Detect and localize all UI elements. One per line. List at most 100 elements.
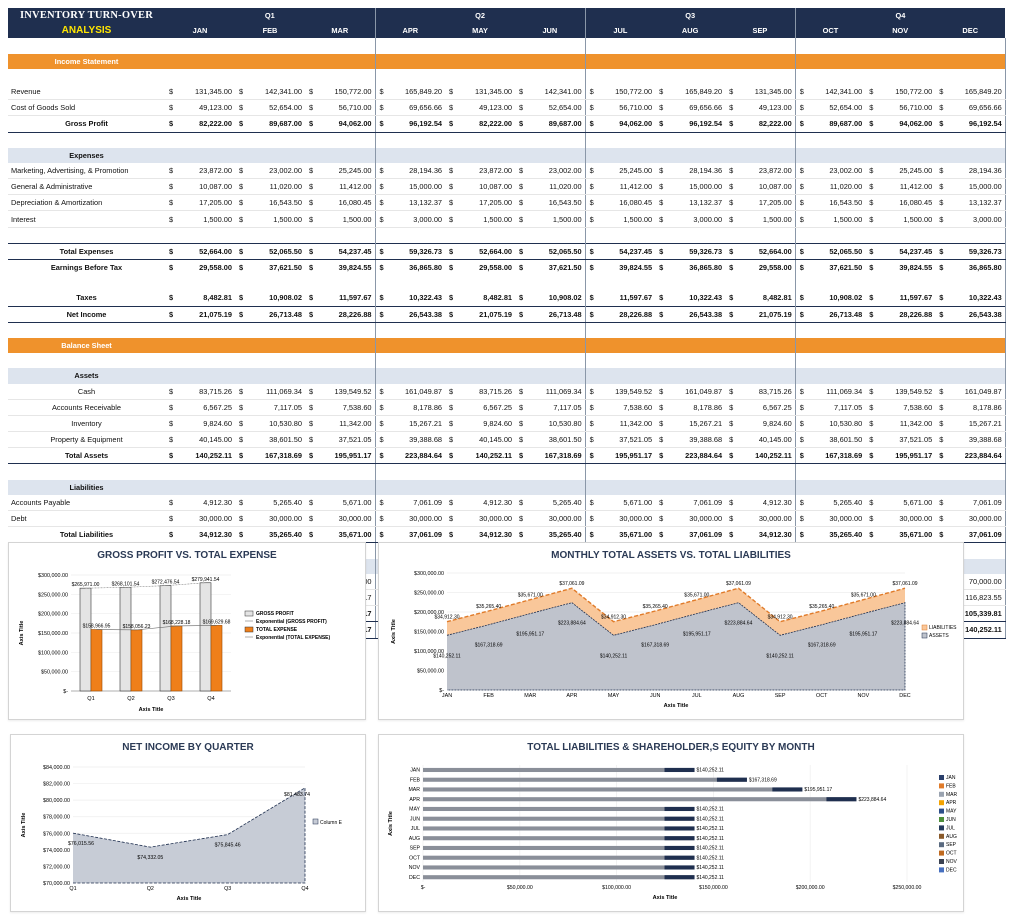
value-cell[interactable]: 83,715.26 <box>737 383 796 400</box>
value-cell[interactable]: 142,341.00 <box>807 83 866 101</box>
value-cell[interactable]: 26,713.48 <box>527 305 586 323</box>
value-cell[interactable]: 89,687.00 <box>807 115 866 133</box>
value-cell[interactable]: 30,000.00 <box>597 510 656 528</box>
value-cell[interactable]: 10,530.80 <box>527 415 586 433</box>
value-cell[interactable]: 26,713.48 <box>247 305 305 323</box>
value-cell[interactable]: 11,342.00 <box>877 415 936 433</box>
value-cell[interactable]: 195,951.17 <box>317 447 376 465</box>
row-label[interactable]: Cost of Goods Sold <box>8 99 165 117</box>
value-cell[interactable]: 52,664.00 <box>457 242 516 261</box>
value-cell[interactable]: 15,000.00 <box>947 178 1006 196</box>
value-cell[interactable]: 94,062.00 <box>877 115 936 133</box>
value-cell[interactable]: 52,065.50 <box>527 242 586 261</box>
value-cell[interactable]: 59,326.73 <box>947 242 1006 261</box>
value-cell[interactable]: 15,267.21 <box>667 415 726 433</box>
value-cell[interactable]: 7,061.09 <box>387 494 446 511</box>
value-cell[interactable]: 10,322.43 <box>689 293 723 303</box>
value-cell[interactable]: 36,865.80 <box>409 263 443 273</box>
value-cell[interactable]: 23,002.00 <box>527 162 586 180</box>
value-cell[interactable]: 35,671.00 <box>317 526 376 544</box>
value-cell[interactable]: 29,558.00 <box>199 263 232 273</box>
value-cell[interactable]: 161,049.87 <box>947 383 1006 400</box>
value-cell[interactable]: 40,145.00 <box>737 431 796 449</box>
value-cell[interactable]: 23,002.00 <box>247 162 305 180</box>
value-cell[interactable]: 38,601.50 <box>527 431 586 449</box>
value-cell[interactable]: 25,245.00 <box>877 162 936 180</box>
value-cell[interactable]: 140,252.11 <box>457 447 516 465</box>
value-cell[interactable]: 15,267.21 <box>947 415 1006 433</box>
value-cell[interactable]: 7,117.05 <box>247 399 305 416</box>
value-cell[interactable]: 83,715.26 <box>457 383 516 400</box>
value-cell[interactable]: 7,117.05 <box>807 399 866 416</box>
value-cell[interactable]: 52,654.00 <box>527 99 586 117</box>
value-cell[interactable]: 28,226.88 <box>317 305 376 323</box>
value-cell[interactable]: 25,245.00 <box>597 162 656 180</box>
value-cell[interactable]: 8,178.86 <box>947 399 1006 416</box>
value-cell[interactable]: 26,543.38 <box>387 305 446 323</box>
value-cell[interactable]: 161,049.87 <box>667 383 726 400</box>
value-cell[interactable]: 11,412.00 <box>317 178 376 196</box>
value-cell[interactable]: 9,824.60 <box>457 415 516 433</box>
value-cell[interactable]: 37,061.09 <box>667 526 726 544</box>
value-cell[interactable]: 30,000.00 <box>247 510 305 528</box>
value-cell[interactable]: 52,664.00 <box>177 242 235 261</box>
row-label[interactable]: Inventory <box>8 415 165 433</box>
value-cell[interactable]: 139,549.52 <box>597 383 656 400</box>
value-cell[interactable]: 165,849.20 <box>387 83 446 101</box>
value-cell[interactable]: 49,123.00 <box>737 99 796 117</box>
value-cell[interactable]: 39,388.68 <box>387 431 446 449</box>
value-cell[interactable]: 17,205.00 <box>457 194 516 212</box>
value-cell[interactable]: 1,500.00 <box>807 210 866 228</box>
value-cell[interactable]: 7,061.09 <box>947 494 1006 511</box>
value-cell[interactable]: 30,000.00 <box>737 510 796 528</box>
value-cell[interactable]: 37,061.09 <box>387 526 446 544</box>
row-label[interactable]: Gross Profit <box>8 115 165 133</box>
value-cell[interactable]: 30,000.00 <box>527 510 586 528</box>
value-cell[interactable]: 59,326.73 <box>667 242 726 261</box>
value-cell[interactable]: 89,687.00 <box>527 115 586 133</box>
value-cell[interactable]: 25,245.00 <box>317 162 376 180</box>
gross-profit-chart[interactable]: GROSS PROFIT VS. TOTAL EXPENSE $- $50,000… <box>8 542 366 720</box>
value-cell[interactable]: 37,621.50 <box>829 263 863 273</box>
value-cell[interactable]: 150,772.00 <box>317 83 376 101</box>
liabilities-equity-chart[interactable]: TOTAL LIABILITIES & SHAREHOLDER,S EQUITY… <box>378 734 964 912</box>
value-cell[interactable]: 69,656.66 <box>667 99 726 117</box>
value-cell[interactable]: 223,884.64 <box>387 447 446 465</box>
value-cell[interactable]: 36,865.80 <box>689 263 723 273</box>
value-cell[interactable]: 40,145.00 <box>177 431 235 449</box>
net-income-chart[interactable]: NET INCOME BY QUARTER $70,000.00 $72,000.… <box>10 734 366 912</box>
row-label[interactable]: Interest <box>8 210 165 228</box>
value-cell[interactable]: 37,521.05 <box>597 431 656 449</box>
value-cell[interactable]: 96,192.54 <box>947 115 1006 133</box>
value-cell[interactable]: 4,912.30 <box>737 494 796 511</box>
value-cell[interactable]: 23,872.00 <box>737 162 796 180</box>
value-cell[interactable]: 69,656.66 <box>947 99 1006 117</box>
value-cell[interactable]: 26,713.48 <box>807 305 866 323</box>
value-cell[interactable]: 28,226.88 <box>597 305 656 323</box>
value-cell[interactable]: 30,000.00 <box>877 510 936 528</box>
value-cell[interactable]: 10,908.02 <box>269 293 302 303</box>
value-cell[interactable]: 142,341.00 <box>527 83 586 101</box>
value-cell[interactable]: 30,000.00 <box>807 510 866 528</box>
value-cell[interactable]: 30,000.00 <box>947 510 1006 528</box>
value-cell[interactable]: 16,543.50 <box>247 194 305 212</box>
value-cell[interactable]: 9,824.60 <box>737 415 796 433</box>
value-cell[interactable]: 15,000.00 <box>387 178 446 196</box>
value-cell[interactable]: 6,567.25 <box>737 399 796 416</box>
value-cell[interactable]: 11,412.00 <box>597 178 656 196</box>
value-cell[interactable]: 82,222.00 <box>457 115 516 133</box>
row-label[interactable]: Total Assets <box>8 447 165 465</box>
value-cell[interactable]: 11,342.00 <box>597 415 656 433</box>
value-cell[interactable]: 96,192.54 <box>667 115 726 133</box>
value-cell[interactable]: 39,824.55 <box>899 263 933 273</box>
value-cell[interactable]: 223,884.64 <box>667 447 726 465</box>
value-cell[interactable]: 15,000.00 <box>667 178 726 196</box>
value-cell[interactable]: 167,318.69 <box>807 447 866 465</box>
value-cell[interactable]: 167,318.69 <box>527 447 586 465</box>
value-cell[interactable]: 35,265.40 <box>527 526 586 544</box>
value-cell[interactable]: 195,951.17 <box>597 447 656 465</box>
value-cell[interactable]: 40,145.00 <box>457 431 516 449</box>
value-cell[interactable]: 11,020.00 <box>527 178 586 196</box>
value-cell[interactable]: 167,318.69 <box>247 447 305 465</box>
row-label[interactable]: Property & Equipment <box>8 431 165 449</box>
